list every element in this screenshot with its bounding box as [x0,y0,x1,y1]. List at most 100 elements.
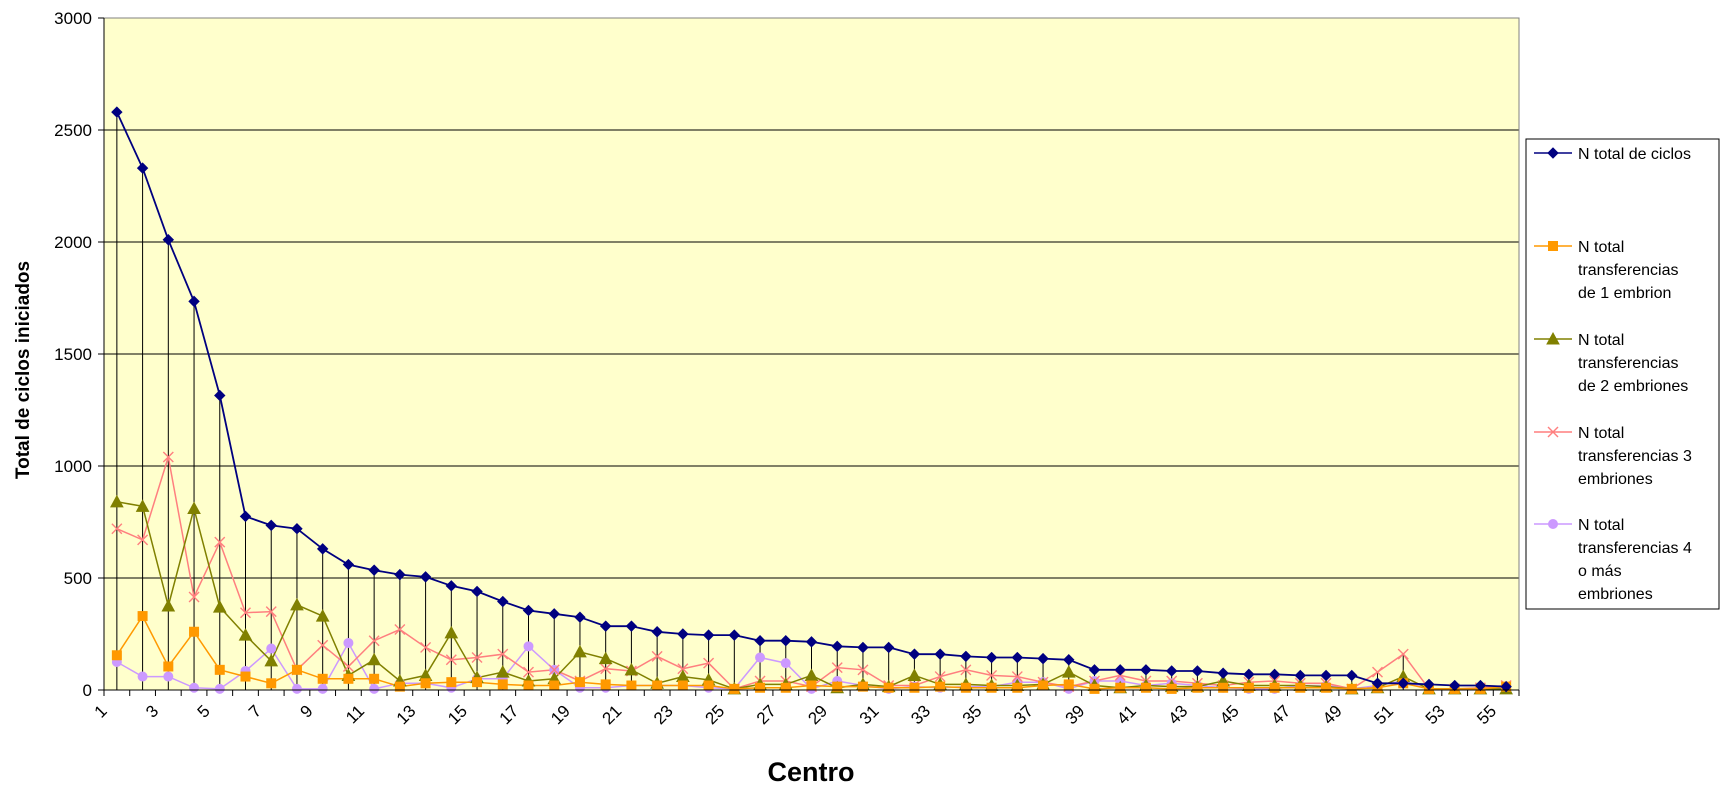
legend-label: N total [1578,517,1624,534]
x-tick-label: 39 [1062,701,1089,728]
legend-label: N total [1578,425,1624,442]
series-3-point [444,625,459,639]
series-1-point [754,635,766,647]
x-tick-label: 27 [753,701,780,728]
series-1-point [1063,654,1075,666]
series-4-point [986,669,998,681]
series-1-point [1268,668,1281,681]
series-2-point [343,673,354,684]
legend-label: N total [1578,332,1624,349]
series-1-point [394,568,406,581]
series-5-point [755,652,766,663]
x-tick-label: 23 [650,701,677,728]
series-2-point [600,679,611,690]
series-2-point [1012,682,1023,693]
series-1-point [1217,667,1229,679]
x-tick-label: 17 [496,701,523,728]
series-3-point [624,662,639,676]
x-tick-label: 29 [804,701,831,728]
series-1-point [625,620,638,632]
series-1-point [1397,677,1409,689]
series-1-point [445,580,458,592]
series-1-point [316,543,329,555]
series-1-point [497,595,509,608]
legend-marker [1548,519,1558,529]
series-2-point [1140,682,1151,693]
series-4-point [497,648,509,660]
x-tick-label: 53 [1422,701,1449,728]
legend-item-2: N total transferencias de 1 embrion [1534,239,1679,302]
y-tick-label: 2500 [54,121,92,140]
series-3-point [907,668,922,681]
x-tick-label: 9 [297,701,317,721]
series-1-point [1320,669,1332,682]
series-1-point [1037,652,1049,665]
series-3-point [573,644,587,658]
series-2-point [214,664,225,675]
x-tick-label: 31 [856,701,883,728]
series-5-point [163,671,174,682]
series-3-point [187,501,201,515]
series-1-point [1448,679,1461,692]
series-2-point [446,677,457,688]
series-2-point [1089,683,1100,694]
x-tick-label: 19 [547,701,574,728]
x-tick-label: 47 [1267,701,1294,728]
series-3-point [495,665,510,678]
series-2-point [369,673,380,684]
x-tick-label: 11 [342,701,368,727]
series-1-point [805,636,818,648]
legend-item-5: N total transferencias 4 o más embriones [1534,517,1692,603]
series-5-point [317,683,328,694]
series-5-point [214,683,225,694]
series-2-point [626,680,637,691]
y-tick-label: 1500 [54,345,92,364]
legend-label: transferencias 4 [1578,540,1692,557]
x-tick-label: 49 [1319,701,1346,728]
series-1-point [1191,665,1204,677]
series-1-point [1294,669,1307,682]
series-1-point [574,611,586,623]
legend-label: de 2 embriones [1578,378,1688,395]
series-4-point [240,607,251,619]
series-1-point [342,558,355,571]
series-2-point [1346,683,1357,694]
series-3-point [1061,665,1076,678]
series-1-point [239,510,252,523]
x-tick-label: 21 [599,701,626,728]
y-tick-label: 2000 [54,233,92,252]
series-1-point [136,162,149,174]
series-1-point [985,651,998,664]
series-4-point [651,650,663,662]
legend-label: transferencias 3 [1578,448,1692,465]
series-5-point [343,637,354,648]
legend-marker [1546,331,1560,345]
y-tick-label: 500 [64,569,92,588]
legend-label: transferencias [1578,262,1679,279]
series-4-point [1372,666,1383,678]
series-2-point [703,680,714,691]
series-4-point [137,534,149,546]
series-3-point [212,600,227,613]
series-3-point [161,598,176,612]
series-2-point [1218,682,1229,693]
legend-marker [1547,426,1559,438]
x-tick-label: 25 [701,701,728,728]
series-1-point [831,640,843,653]
series-2-point [960,682,971,693]
series-1-point [857,641,869,654]
series-4-point [523,666,534,678]
series-4-point [445,654,457,666]
series-3-point [110,494,124,508]
series-1-point [1500,680,1512,693]
series-2-point [832,681,843,692]
series-1-point [1088,664,1101,676]
series-2-point [497,679,508,690]
series-3-point [598,651,613,665]
series-4-point [960,664,972,676]
legend-label: N total [1578,239,1624,256]
series-1-point [780,635,792,647]
series-1-point [1140,664,1152,676]
series-1-point [522,604,535,617]
